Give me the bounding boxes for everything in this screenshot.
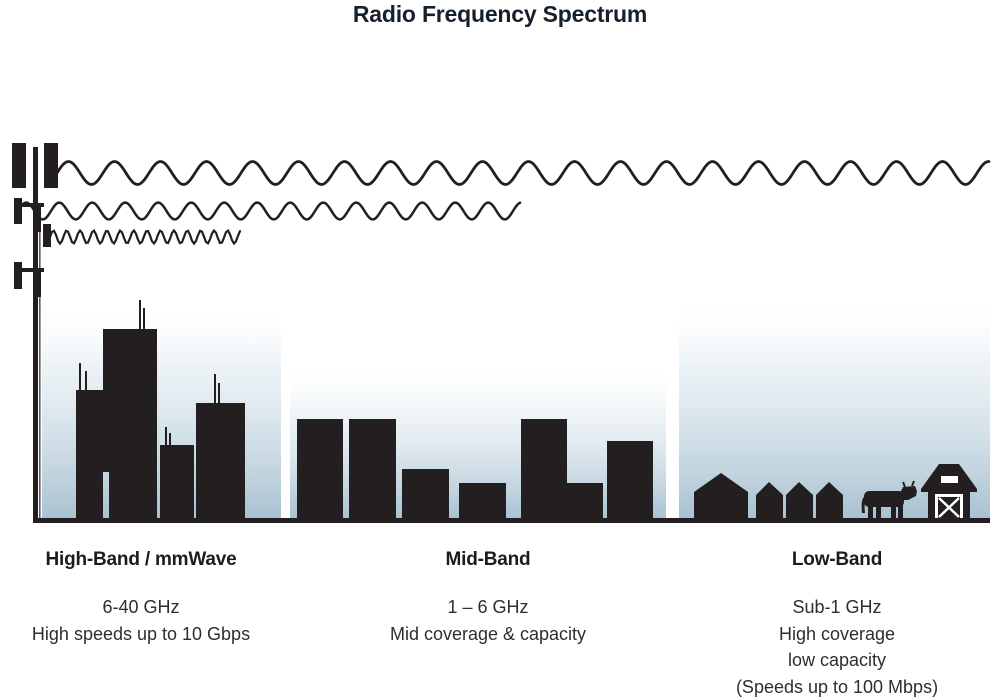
tower-crossbar-lower	[16, 268, 44, 272]
tower-antenna-lower	[14, 262, 22, 289]
low-band-speed: (Speeds up to 100 Mbps)	[735, 676, 939, 697]
tower-bracket-lower	[37, 272, 41, 297]
low-band-label-block: Low-Band Sub-1 GHz High coverage low cap…	[711, 549, 963, 700]
tower-bracket-upper	[37, 207, 41, 232]
low-band-coverage: High coverage	[778, 623, 896, 644]
high-band-details: 6-40 GHz High speeds up to 10 Gbps	[15, 594, 267, 647]
mid-band-description: Mid coverage & capacity	[389, 623, 587, 644]
rural-houses-barn-cow-icon	[694, 464, 977, 521]
skyscraper	[103, 329, 157, 521]
tower-mast-cable	[39, 205, 41, 519]
mid-band-heading: Mid-Band	[445, 549, 531, 570]
low-band-details: Sub-1 GHz High coverage low capacity (Sp…	[711, 594, 963, 700]
high-band-heading: High-Band / mmWave	[45, 549, 237, 570]
building	[459, 483, 506, 521]
building	[349, 419, 396, 521]
skyscraper	[160, 445, 194, 521]
barn-window	[941, 476, 958, 483]
tower-transmitter-box	[43, 224, 51, 247]
spectrum-graphic	[12, 143, 991, 523]
skyscraper	[76, 390, 103, 521]
mid-band-details: 1 – 6 GHz Mid coverage & capacity	[362, 594, 614, 647]
rooftop-antennas	[79, 300, 220, 446]
low-band-frequency: Sub-1 GHz	[792, 597, 882, 617]
antenna-panel-right	[44, 143, 58, 188]
low-band-wave	[55, 160, 991, 186]
house	[756, 482, 783, 521]
tower-mast	[33, 147, 38, 521]
house	[786, 482, 813, 521]
mid-band-frequency: 1 – 6 GHz	[447, 597, 529, 617]
cow-icon	[861, 480, 917, 520]
mid-band-label-block: Mid-Band 1 – 6 GHz Mid coverage & capaci…	[362, 549, 614, 647]
high-band-label-block: High-Band / mmWave 6-40 GHz High speeds …	[15, 549, 267, 647]
mid-rise-buildings-icon	[297, 419, 653, 521]
skyscraper	[196, 403, 245, 521]
city-skyline-icon	[76, 300, 245, 521]
building	[297, 419, 343, 521]
low-band-capacity: low capacity	[787, 650, 887, 670]
building	[521, 419, 603, 521]
barn-icon	[921, 464, 977, 521]
high-band-description: High speeds up to 10 Gbps	[31, 623, 251, 644]
page-title: Radio Frequency Spectrum	[352, 1, 648, 27]
antenna-panel-left	[12, 143, 26, 188]
house	[694, 473, 748, 521]
high-band-wave	[48, 228, 242, 246]
low-band-heading: Low-Band	[791, 549, 883, 570]
mid-band-wave	[16, 201, 522, 221]
building	[402, 469, 449, 521]
building	[607, 441, 653, 521]
ground-line	[33, 518, 990, 523]
high-band-frequency: 6-40 GHz	[102, 597, 180, 617]
house	[816, 482, 843, 521]
